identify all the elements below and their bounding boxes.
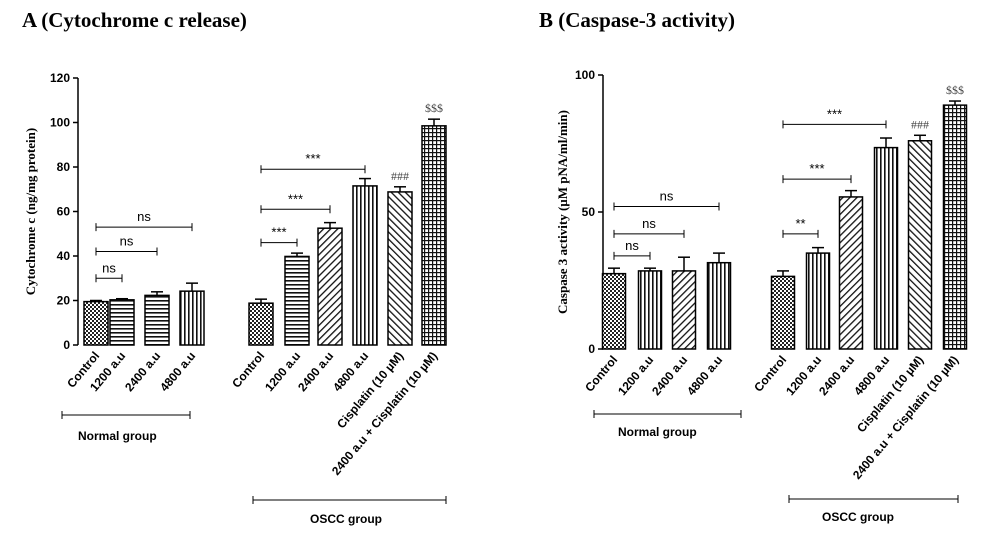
group-label: Normal group	[78, 429, 157, 443]
bar	[387, 191, 413, 346]
y-tick-label: 100	[575, 68, 595, 82]
category-label: 1200 a.u	[615, 353, 656, 398]
y-tick-label: 60	[57, 205, 71, 219]
y-axis-label: Cytochrome c (ng/mg protein)	[23, 128, 38, 295]
significance-label: ns	[660, 189, 674, 204]
group-label: Normal group	[618, 425, 697, 439]
significance-label: ***	[305, 151, 320, 166]
y-tick-label: 0	[588, 342, 595, 356]
bar	[317, 227, 343, 346]
bar	[601, 272, 627, 350]
y-tick-label: 100	[50, 116, 70, 130]
chart-title: A (Cytochrome c release)	[22, 8, 247, 32]
chart-cytochrome-c: A (Cytochrome c release) Cytochrome c (ng…	[22, 8, 447, 526]
bar	[838, 196, 864, 350]
significance-label: **	[795, 216, 805, 231]
bar-mark-label: ###	[391, 169, 409, 183]
group-label: OSCC group	[822, 510, 894, 524]
bar	[352, 185, 378, 346]
bar	[109, 299, 135, 346]
bar	[770, 275, 796, 350]
category-label: 4800 a.u	[684, 353, 725, 398]
bar-mark-label: ###	[911, 117, 929, 131]
bar-mark-label: $$$	[946, 83, 964, 97]
significance-label: ***	[809, 161, 824, 176]
bar	[421, 125, 447, 346]
chart-title: B (Caspase-3 activity)	[539, 8, 735, 32]
significance-label: ns	[642, 216, 656, 231]
y-tick-label: 80	[57, 160, 71, 174]
y-tick-label: 0	[63, 338, 70, 352]
bar	[873, 146, 899, 350]
y-tick-label: 20	[57, 294, 71, 308]
bar	[144, 294, 170, 346]
bar	[284, 255, 310, 346]
bar	[942, 104, 968, 350]
category-label: 4800 a.u	[157, 349, 198, 394]
significance-label: ns	[120, 234, 134, 249]
category-label: 2400 a.u	[295, 349, 336, 394]
bar	[671, 270, 697, 350]
group-label: OSCC group	[310, 512, 382, 526]
bar	[805, 252, 831, 350]
bar	[706, 261, 732, 350]
y-tick-label: 120	[50, 71, 70, 85]
significance-label: ***	[827, 106, 842, 121]
y-tick-label: 40	[57, 249, 71, 263]
significance-label: ***	[271, 225, 286, 240]
category-label: 2400 a.u	[122, 349, 163, 394]
significance-label: ns	[625, 238, 639, 253]
significance-label: ***	[288, 191, 303, 206]
bar	[637, 270, 663, 350]
bar	[83, 300, 109, 346]
y-tick-label: 50	[582, 205, 596, 219]
y-axis-label: Caspase 3 activity (µM pNA/ml/min)	[555, 110, 570, 314]
chart-caspase-3: B (Caspase-3 activity) Caspase 3 activity…	[539, 8, 968, 524]
significance-label: ns	[102, 260, 116, 275]
bar	[179, 290, 205, 346]
category-label: 2400 a.u	[816, 353, 857, 398]
bar	[907, 140, 933, 350]
bar	[248, 302, 274, 346]
category-label: 2400 a.u	[649, 353, 690, 398]
bar-mark-label: $$$	[425, 101, 443, 115]
significance-label: ns	[137, 209, 151, 224]
